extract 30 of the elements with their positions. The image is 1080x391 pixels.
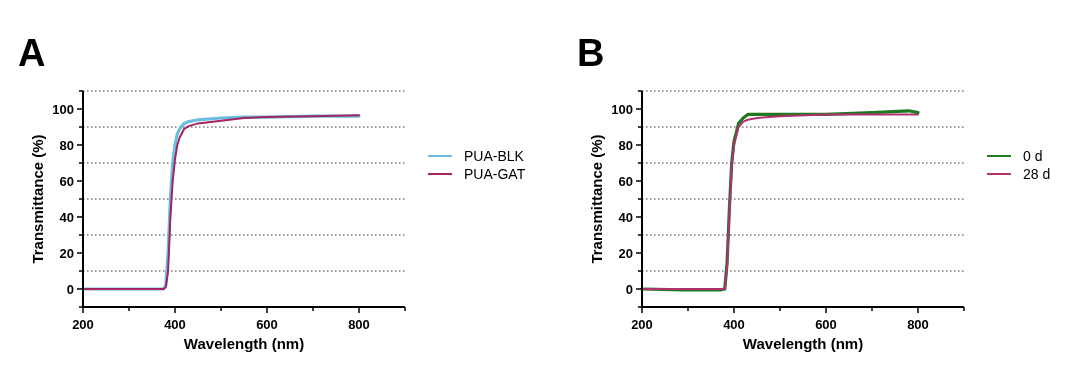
x-tick-label: 600 [256,317,278,332]
y-tick-label: 100 [52,101,74,117]
y-tick-label: 80 [618,137,633,153]
y-tick-label: 20 [59,245,74,261]
x-tick-label: 400 [164,317,186,332]
x-tick-label: 200 [631,317,653,332]
y-tick-label: 20 [618,245,633,261]
y-tick-label: 0 [625,281,633,297]
legend-label: PUA-GAT [464,165,526,182]
legend-label: PUA-BLK [464,147,525,164]
y-axis-title: Transmittance (%) [29,134,46,264]
x-axis-title: Wavelength (nm) [742,335,864,352]
y-tick-label: 80 [59,137,74,153]
y-axis-title: Transmittance (%) [588,134,605,264]
y-tick-label: 40 [618,209,633,225]
x-axis-title: Wavelength (nm) [183,335,305,352]
chart-title: A [18,32,46,74]
legend-label: 0 d [1023,147,1043,164]
y-tick-label: 60 [59,173,74,189]
x-tick-label: 200 [72,317,94,332]
legend-label: 28 d [1023,165,1051,182]
y-tick-label: 100 [611,101,633,117]
y-tick-label: 0 [66,281,74,297]
y-tick-label: 40 [59,209,74,225]
x-tick-label: 800 [348,317,370,332]
chart-title: B [577,32,605,74]
y-tick-label: 60 [618,173,633,189]
x-tick-label: 600 [815,317,837,332]
x-tick-label: 400 [723,317,745,332]
x-tick-label: 800 [907,317,929,332]
